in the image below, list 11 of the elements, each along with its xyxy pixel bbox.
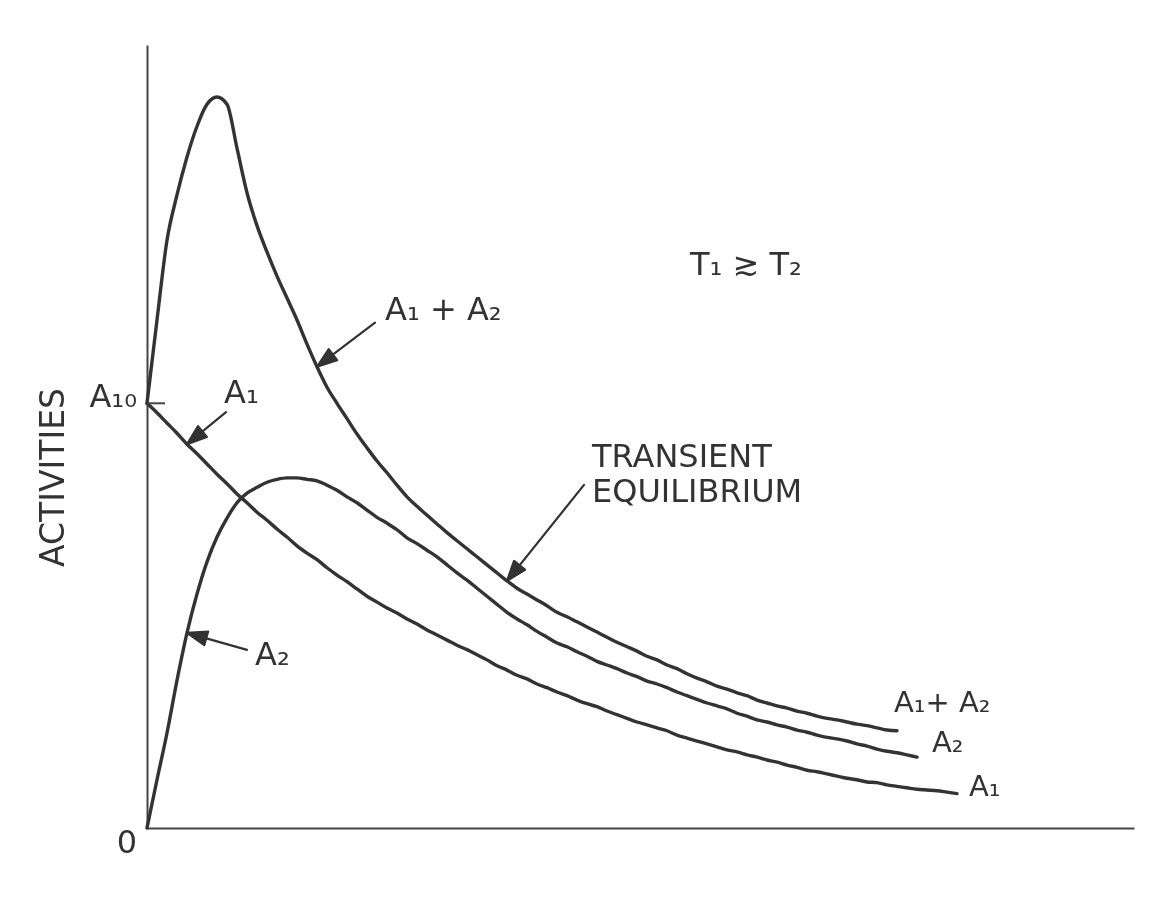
annotation: A₂ bbox=[255, 634, 290, 673]
annotation: A₁ bbox=[224, 373, 259, 412]
text: 0 bbox=[116, 823, 137, 861]
series-label: A₁+ A₂ bbox=[894, 684, 991, 719]
annotation: T₁ ≳ T₂ bbox=[689, 245, 802, 283]
y-axis-title: ACTIVITIES bbox=[32, 388, 72, 567]
series-label: A₂ bbox=[932, 725, 964, 760]
annotation: A₁ + A₂ bbox=[385, 289, 502, 328]
annotation: TRANSIENT EQUILIBRIUM bbox=[591, 436, 803, 510]
series-label: A₁ bbox=[969, 768, 1001, 803]
text: A₁₀ bbox=[89, 377, 137, 416]
